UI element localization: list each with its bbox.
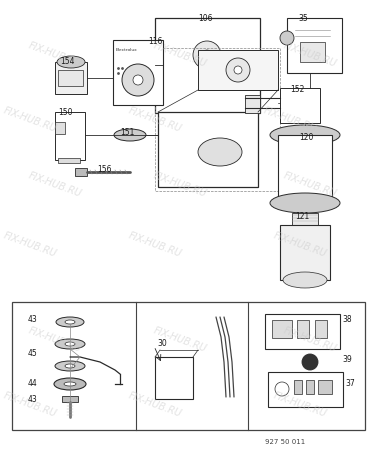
Bar [198, 50, 278, 90]
Text: 43: 43 [28, 315, 38, 324]
Bar [300, 42, 325, 62]
Bar [113, 40, 163, 105]
Bar [58, 158, 80, 163]
Text: 120: 120 [299, 133, 313, 142]
Bar [58, 70, 83, 86]
Bar [158, 112, 258, 187]
Ellipse shape [122, 64, 154, 96]
Text: 927 50 011: 927 50 011 [265, 439, 305, 445]
Bar [245, 95, 260, 113]
Text: FIX-HUB.RU: FIX-HUB.RU [2, 391, 58, 419]
Ellipse shape [198, 138, 242, 166]
Text: FIX-HUB.RU: FIX-HUB.RU [27, 171, 83, 199]
Bar [62, 396, 78, 402]
Text: FIX-HUB.RU: FIX-HUB.RU [272, 231, 328, 259]
Ellipse shape [55, 339, 85, 349]
Bar [306, 380, 314, 394]
Text: 151: 151 [120, 128, 134, 137]
Ellipse shape [280, 31, 294, 45]
Bar [315, 320, 327, 338]
Bar [280, 225, 330, 280]
Ellipse shape [65, 364, 75, 368]
Text: FIX-HUB.RU: FIX-HUB.RU [127, 231, 183, 259]
Bar [292, 213, 318, 225]
Bar [278, 135, 332, 203]
Text: FIX-HUB.RU: FIX-HUB.RU [262, 106, 318, 134]
Text: 30: 30 [157, 339, 167, 348]
Text: 39: 39 [342, 355, 352, 364]
Text: FIX-HUB.RU: FIX-HUB.RU [152, 326, 208, 354]
Text: FIX-HUB.RU: FIX-HUB.RU [2, 231, 58, 259]
Bar [272, 320, 292, 338]
Ellipse shape [302, 354, 318, 370]
Text: FIX-HUB.RU: FIX-HUB.RU [282, 171, 338, 199]
Text: FIX-HUB.RU: FIX-HUB.RU [27, 326, 83, 354]
Text: 152: 152 [290, 85, 304, 94]
Text: FIX-HUB.RU: FIX-HUB.RU [282, 40, 338, 69]
Ellipse shape [133, 75, 143, 85]
Text: 116: 116 [148, 37, 162, 46]
Ellipse shape [56, 317, 84, 327]
Text: FIX-HUB.RU: FIX-HUB.RU [152, 171, 208, 199]
Ellipse shape [283, 272, 327, 288]
Text: 35: 35 [298, 14, 308, 23]
Text: FIX-HUB.RU: FIX-HUB.RU [282, 326, 338, 354]
Bar [75, 168, 87, 176]
Bar [287, 18, 342, 73]
Text: 106: 106 [198, 14, 213, 23]
Ellipse shape [270, 125, 340, 145]
Text: 121: 121 [295, 212, 309, 221]
Text: FIX-HUB.RU: FIX-HUB.RU [152, 40, 208, 69]
Text: 156: 156 [97, 165, 112, 174]
Text: 154: 154 [60, 57, 75, 66]
Ellipse shape [54, 378, 86, 390]
Text: FIX-HUB.RU: FIX-HUB.RU [272, 391, 328, 419]
Bar [294, 380, 302, 394]
Ellipse shape [193, 41, 221, 69]
Text: FIX-HUB.RU: FIX-HUB.RU [127, 391, 183, 419]
Text: FIX-HUB.RU: FIX-HUB.RU [127, 106, 183, 134]
Ellipse shape [64, 382, 76, 386]
Text: 43: 43 [28, 395, 38, 404]
Bar [297, 320, 309, 338]
Text: 38: 38 [342, 315, 352, 324]
Ellipse shape [57, 56, 85, 68]
Ellipse shape [114, 129, 146, 141]
Ellipse shape [202, 50, 212, 60]
Text: FIX-HUB.RU: FIX-HUB.RU [2, 106, 58, 134]
Bar [12, 302, 365, 430]
Text: FIX-HUB.RU: FIX-HUB.RU [27, 40, 83, 69]
Bar [280, 88, 320, 123]
Text: Electrolux: Electrolux [116, 48, 138, 52]
Ellipse shape [65, 342, 75, 346]
Bar [155, 48, 280, 191]
Bar [155, 357, 193, 399]
Bar [55, 122, 65, 134]
Ellipse shape [65, 320, 75, 324]
Ellipse shape [55, 361, 85, 371]
Ellipse shape [234, 66, 242, 74]
Text: 37: 37 [345, 379, 355, 388]
Bar [268, 372, 343, 407]
Bar [55, 62, 87, 94]
Ellipse shape [270, 193, 340, 213]
Ellipse shape [226, 58, 250, 82]
Bar [318, 380, 332, 394]
Bar [55, 112, 85, 160]
Bar [155, 18, 260, 113]
Text: 45: 45 [28, 350, 38, 359]
Bar [265, 314, 340, 349]
Text: 44: 44 [28, 379, 38, 388]
Text: 150: 150 [58, 108, 72, 117]
Ellipse shape [275, 382, 289, 396]
